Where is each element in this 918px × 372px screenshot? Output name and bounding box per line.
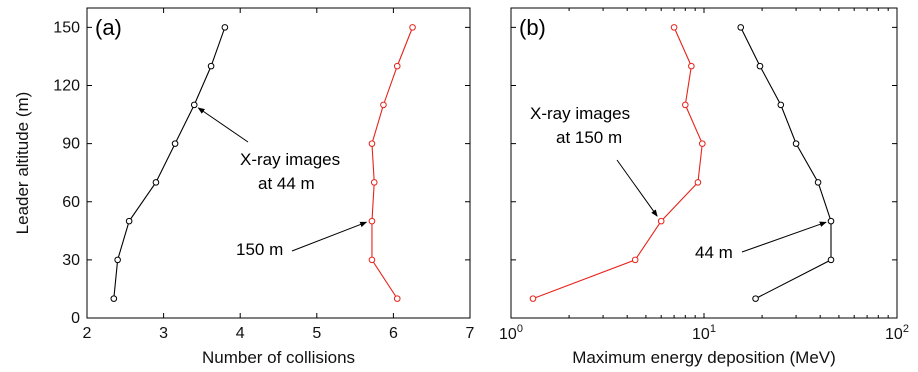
annotation-text: at 150 m <box>556 128 622 147</box>
data-point <box>111 296 117 302</box>
data-point <box>191 102 197 108</box>
data-point <box>757 63 763 69</box>
data-point <box>410 25 416 31</box>
annotation-text: X-ray images <box>240 150 340 169</box>
data-point <box>208 63 214 69</box>
data-point <box>695 180 701 186</box>
data-point <box>222 25 228 31</box>
x-tick-label: 102 <box>885 323 909 343</box>
x-tick-label: 100 <box>499 323 523 343</box>
data-point <box>153 180 159 186</box>
data-point <box>126 218 132 224</box>
panel-label: (b) <box>519 15 546 40</box>
x-tick-label: 3 <box>159 325 168 342</box>
x-tick-label: 7 <box>466 325 475 342</box>
panel-a: 0 30 60 90 120 150 2 3 4 5 6 7 Number of collisions L… <box>13 8 475 367</box>
data-point <box>369 257 375 263</box>
x-tick-label: 2 <box>83 325 92 342</box>
x-axis-title: Number of collisions <box>202 348 355 367</box>
x-tick-label: 101 <box>692 323 716 343</box>
data-point <box>700 141 706 147</box>
panel-label: (a) <box>95 15 122 40</box>
data-point <box>828 257 834 263</box>
y-tick-label: 0 <box>71 310 80 327</box>
annotation-text: X-ray images <box>530 104 630 123</box>
data-point <box>394 296 400 302</box>
data-point <box>172 141 178 147</box>
data-point <box>394 63 400 69</box>
data-point <box>371 180 377 186</box>
y-tick-label: 90 <box>62 136 80 153</box>
data-point <box>530 296 536 302</box>
data-point <box>793 141 799 147</box>
y-tick-label: 30 <box>62 252 80 269</box>
y-tick-label: 60 <box>62 194 80 211</box>
data-point <box>671 25 677 31</box>
annotation-text: 150 m <box>236 240 283 259</box>
y-axis-title: Leader altitude (m) <box>13 92 32 235</box>
plot-frame <box>511 8 897 318</box>
data-point <box>738 25 744 31</box>
series-line <box>533 27 702 298</box>
x-tick-label: 6 <box>389 325 398 342</box>
annotation-arrow <box>742 222 826 252</box>
annotation-arrow <box>198 108 248 142</box>
data-point <box>815 180 821 186</box>
data-point <box>753 296 759 302</box>
y-tick-label: 150 <box>53 19 80 36</box>
annotation-arrow <box>292 222 366 251</box>
series-line <box>741 27 831 298</box>
y-tick-label: 120 <box>53 78 80 95</box>
data-point <box>369 218 375 224</box>
series-line <box>114 27 225 298</box>
data-point <box>689 63 695 69</box>
data-point <box>828 218 834 224</box>
data-point <box>778 102 784 108</box>
data-point <box>115 257 121 263</box>
x-tick-label: 4 <box>236 325 245 342</box>
annotation-text: at 44 m <box>258 174 315 193</box>
x-axis-title: Maximum energy deposition (MeV) <box>572 348 836 367</box>
annotation-text: 44 m <box>695 243 733 262</box>
data-point <box>658 218 664 224</box>
series-line <box>372 27 413 298</box>
panel-b: 100 101 102 Maximum energy deposition (MeV)… <box>499 8 909 367</box>
annotation-arrow <box>617 160 657 216</box>
data-point <box>381 102 387 108</box>
data-point <box>682 102 688 108</box>
x-tick-label: 5 <box>312 325 321 342</box>
data-point <box>369 141 375 147</box>
data-point <box>632 257 638 263</box>
